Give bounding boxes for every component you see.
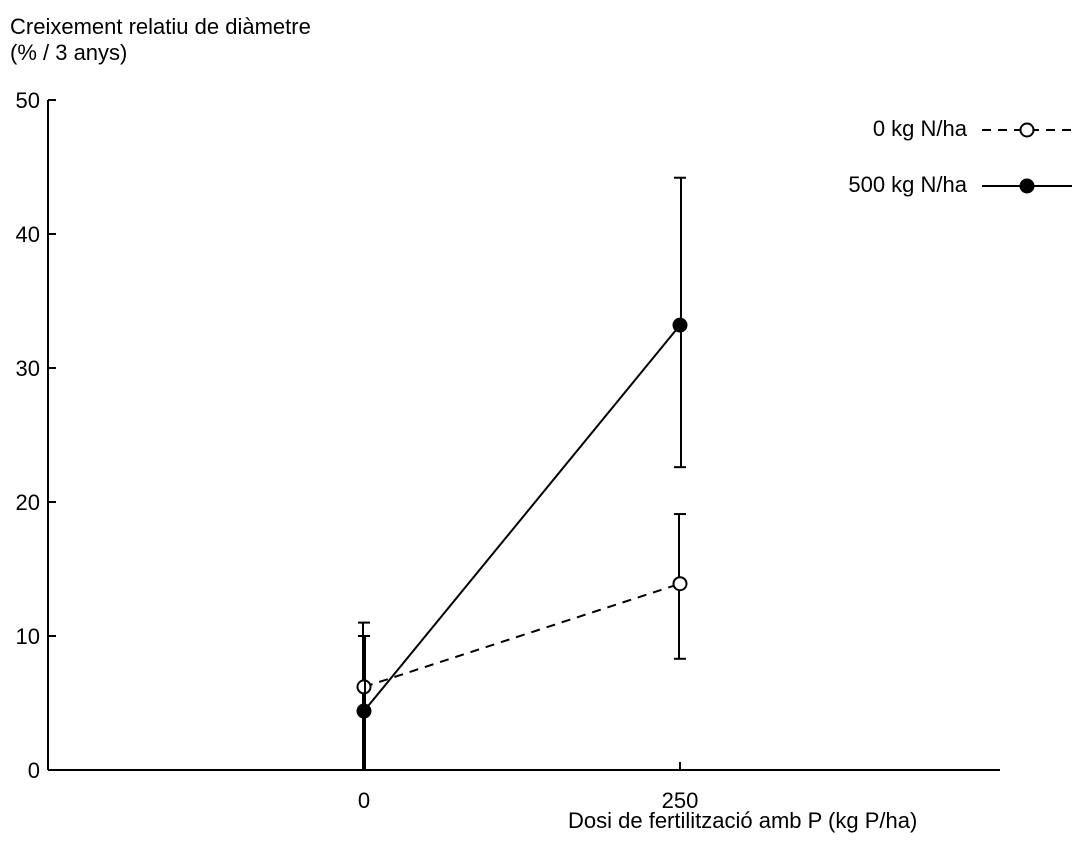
series-line-1 xyxy=(363,324,681,712)
y-tick-label-20: 20 xyxy=(16,490,40,515)
legend-marker-1 xyxy=(1019,178,1035,194)
y-axis-label-line-1: Creixement relatiu de diàmetre xyxy=(10,14,311,39)
series-group xyxy=(356,176,688,770)
x-tick-label-250: 250 xyxy=(662,788,699,813)
legend-marker-0 xyxy=(1019,122,1035,138)
series-0 xyxy=(356,513,688,770)
y-tick-label-0: 0 xyxy=(28,758,40,783)
legend xyxy=(982,122,1072,194)
data-point-0-1 xyxy=(672,576,688,592)
y-axis-label-line-2: (% / 3 anys) xyxy=(10,40,128,65)
data-point-1-1 xyxy=(672,317,688,333)
y-tick-label-50: 50 xyxy=(16,88,40,113)
y-tick-label-30: 30 xyxy=(16,356,40,381)
x-ticks: 0 250 xyxy=(358,762,698,813)
series-1 xyxy=(356,176,688,770)
axes xyxy=(47,100,1000,771)
legend-label-0-kg: 0 kg N/ha xyxy=(872,116,967,141)
y-tick-label-10: 10 xyxy=(16,624,40,649)
legend-label-500-kg: 500 kg N/ha xyxy=(848,172,967,197)
y-tick-label-40: 40 xyxy=(16,222,40,247)
data-point-1-0 xyxy=(356,703,372,719)
series-line-0 xyxy=(363,582,681,688)
x-tick-label-0: 0 xyxy=(358,788,370,813)
y-ticks: 0 10 20 30 40 50 xyxy=(16,88,56,783)
x-axis-label: Dosi de fertilització amb P (kg P/ha) xyxy=(568,808,918,833)
